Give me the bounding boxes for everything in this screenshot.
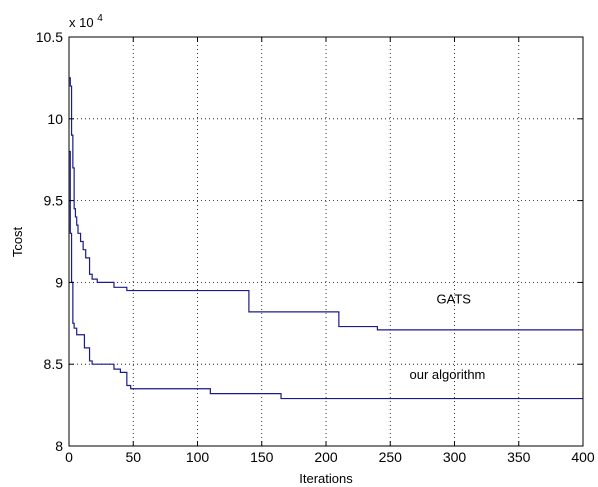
x-tick-label: 350 xyxy=(507,449,531,465)
y-multiplier: x 10 4 xyxy=(69,13,103,30)
series-line-gats xyxy=(69,77,583,331)
y-multiplier-exponent: 4 xyxy=(97,13,103,24)
y-tick-label: 10 xyxy=(47,111,63,127)
x-axis-label: Iterations xyxy=(299,471,353,486)
y-tick-label: 8.5 xyxy=(44,356,64,372)
x-tick-label: 0 xyxy=(65,449,73,465)
x-tick-label: 50 xyxy=(125,449,141,465)
x-tick-label: 200 xyxy=(314,449,338,465)
series-annotation: GATS xyxy=(437,292,472,307)
x-tick-label: 400 xyxy=(571,449,595,465)
annotations: GATS our algorithm xyxy=(410,292,486,382)
x-tick-label: 100 xyxy=(186,449,210,465)
ticks: 0 50 100 150 200 250 300 350 400 8 8.5 9 9.5 10 10.5 xyxy=(36,29,595,465)
y-tick-label: 9 xyxy=(55,274,63,290)
y-axis-label: Tcost xyxy=(10,226,25,257)
x-tick-label: 300 xyxy=(443,449,467,465)
x-tick-label: 250 xyxy=(379,449,403,465)
series-annotation: our algorithm xyxy=(410,367,486,382)
y-tick-label: 9.5 xyxy=(44,193,64,209)
grid xyxy=(69,37,583,446)
y-tick-label: 8 xyxy=(55,438,63,454)
y-multiplier-base: x 10 xyxy=(69,15,94,30)
x-tick-label: 150 xyxy=(250,449,274,465)
y-tick-label: 10.5 xyxy=(36,29,63,45)
